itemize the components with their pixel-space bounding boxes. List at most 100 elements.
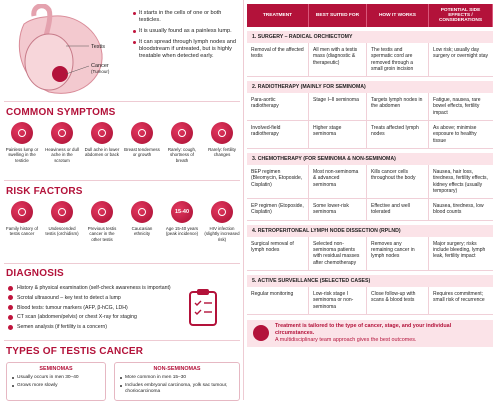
symptom-icon	[171, 122, 193, 144]
table-cell: Stage I–II seminoma	[309, 93, 367, 121]
table-row: EP regimen (Etoposide, Cisplatin) Some lo…	[247, 199, 493, 221]
header-cell: HOW IT WORKS	[367, 4, 429, 27]
table-cell: Surgical removal of lymph nodes	[247, 236, 309, 270]
section-title: 2. RADIOTHERAPY (MAINLY FOR SEMINOMA)	[247, 81, 493, 94]
table-cell: Regular monitoring	[247, 286, 309, 314]
testis-shape	[24, 33, 74, 91]
table-row: Involved-field radiotherapy Higher stage …	[247, 121, 493, 149]
symptom-label: Rarely: cough, shortness of breath	[167, 147, 197, 163]
risk-label: Age 15-40 years (peak incidence)	[165, 226, 199, 237]
table-cell: Requires commitment; small risk of recur…	[433, 290, 485, 304]
table-cell: Treats affected lymph nodes	[367, 121, 429, 148]
risk-label: Undescended testis (orchidism)	[45, 226, 79, 237]
tumour-shape	[52, 66, 68, 82]
table-cell: All men with a testis mass (diagnostic &…	[309, 43, 367, 77]
risk-icon	[91, 201, 113, 223]
icon-glyph	[18, 208, 26, 216]
icon-glyph	[138, 208, 146, 216]
table-row: Removal of the affected testis All men wi…	[247, 43, 493, 78]
section-title: 3. CHEMOTHERAPY (FOR SEMINOMA & NON-SEMI…	[247, 152, 493, 165]
risk-icon	[11, 201, 33, 223]
diagnosis-item: Semen analysis (if fertility is a concer…	[8, 324, 180, 330]
risk-label: Caucasian ethnicity	[131, 226, 153, 237]
symptom-icon	[211, 122, 233, 144]
table-cell: Close follow-up with scans & blood tests	[367, 286, 429, 314]
risk-item: HIV infection (slightly increased risk)	[204, 201, 240, 242]
label-cancer: Cancer	[91, 63, 109, 69]
icon-glyph	[98, 129, 106, 137]
table-cell: As above; minimise exposure to healthy t…	[433, 125, 477, 144]
table-cell: Low risk; usually day surgery or overnig…	[433, 47, 489, 60]
symptom-label: Dull ache in lower abdomen or back	[84, 147, 120, 158]
symptom-icons: Painless lump or swelling in the testicl…	[4, 122, 240, 163]
footer-text: Treatment is tailored to the type of can…	[275, 323, 487, 344]
diagnosis-item: Scrotal ultrasound – key test to detect …	[8, 295, 180, 301]
risk-item: Undescended testis (orchidism)	[44, 201, 80, 242]
overview-point: It can spread through lymph nodes and bl…	[133, 39, 239, 60]
symptom-label: Rarely: fertility changes	[208, 147, 236, 158]
table-cell: Effective and well tolerated	[367, 199, 429, 220]
symptom-label: Heaviness or dull ache in the scrotum	[45, 147, 79, 163]
divider	[4, 263, 240, 264]
table-cell: Major surgery; risks include bleeding, l…	[433, 240, 486, 260]
symptom-item: Heaviness or dull ache in the scrotum	[44, 122, 80, 163]
overview-points: It starts in the cells of one or both te…	[133, 10, 239, 64]
treatment-table: TREATMENT BEST SUITED FOR HOW IT WORKS POTE…	[247, 4, 493, 347]
divider	[4, 340, 240, 341]
table-cell: EP regimen (Etoposide, Cisplatin)	[247, 199, 309, 220]
symptom-icon	[91, 122, 113, 144]
risk-icon	[211, 201, 233, 223]
table-cell: Nausea, tiredness, low blood counts	[433, 203, 484, 216]
divider	[4, 101, 240, 102]
type-heading: NON-SEMINOMAS	[153, 366, 201, 372]
risk-icons: Family history of testis cancer Undescend…	[4, 201, 240, 242]
diagnosis-item: History & physical examination (self-che…	[8, 285, 180, 291]
section-title: COMMON SYMPTOMS	[6, 107, 116, 118]
table-cell: Targets lymph nodes in the abdomen	[367, 93, 429, 121]
type-item: Usually occurs in men 30–40	[12, 375, 100, 381]
icon-glyph	[218, 129, 226, 137]
diagnosis-item: Blood tests: tumour markers (AFP, β-hCG,…	[8, 305, 180, 311]
overview-point: It starts in the cells of one or both te…	[133, 10, 239, 24]
symptom-item: Rarely: cough, shortness of breath	[164, 122, 200, 163]
header-cell: BEST SUITED FOR	[309, 4, 367, 27]
table-cell: Low-risk stage I seminoma or non-seminom…	[309, 286, 367, 314]
types-columns: SEMINOMAS Usually occurs in men 30–40 Grow…	[6, 362, 240, 401]
footer-line: A multidisciplinary team approach gives …	[275, 336, 417, 343]
table-cell: Kills cancer cells throughout the body	[367, 164, 429, 199]
section-title: DIAGNOSIS	[6, 268, 64, 279]
risk-label: Family history of testis cancer	[6, 226, 38, 237]
risk-label: Previous testis cancer in the other test…	[87, 226, 117, 242]
type-item: Grows more slowly	[12, 383, 100, 389]
pointer-line	[65, 65, 90, 75]
clipboard-icon	[189, 289, 217, 326]
table-cell: Selected non-seminoma patients with resi…	[309, 236, 367, 270]
icon-glyph	[178, 129, 186, 137]
risk-item: 15-40 Age 15-40 years (peak incidence)	[164, 201, 200, 242]
testis-illustration: Testis Cancer (Tumour)	[18, 4, 110, 94]
table-cell: Higher stage seminoma	[309, 121, 367, 148]
table-cell: BEP regimen (Bleomycin, Etoposide, Cispl…	[247, 164, 309, 199]
footer-icon	[253, 325, 269, 342]
icon-glyph	[58, 129, 66, 137]
symptom-label: Painless lump or swelling in the testicl…	[5, 147, 39, 163]
header-cell: POTENTIAL SIDE EFFECTS / CONSIDERATIONS	[429, 4, 493, 27]
type-heading: SEMINOMAS	[39, 366, 73, 372]
risk-item: Caucasian ethnicity	[124, 201, 160, 242]
risk-label: HIV infection (slightly increased risk)	[204, 226, 240, 242]
table-header: TREATMENT BEST SUITED FOR HOW IT WORKS POTE…	[247, 4, 493, 27]
risk-icon: 15-40	[171, 201, 193, 223]
symptom-icon	[51, 122, 73, 144]
type-item: More common in men 15–30	[120, 375, 234, 381]
label-testis: Testis	[91, 44, 105, 50]
table-row: Para-aortic radiotherapy Stage I–II semin…	[247, 93, 493, 122]
table-cell: Removes any remaining cancer in lymph no…	[367, 236, 429, 270]
section-title: 1. SURGERY – RADICAL ORCHIECTOMY	[247, 31, 493, 43]
icon-glyph	[58, 208, 66, 216]
symptom-item: Rarely: fertility changes	[204, 122, 240, 163]
section-title: RISK FACTORS	[6, 186, 83, 197]
icon-glyph	[98, 208, 106, 216]
overview-point: It is usually found as a painless lump.	[133, 28, 239, 35]
risk-icon	[131, 201, 153, 223]
type-box: SEMINOMAS Usually occurs in men 30–40 Grow…	[6, 362, 106, 401]
